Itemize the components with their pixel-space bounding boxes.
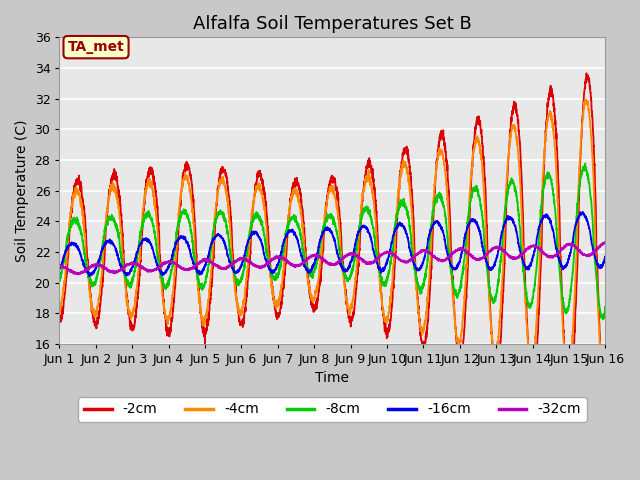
-32cm bbox=[74, 272, 82, 277]
-8cm bbox=[581, 161, 589, 167]
Line: -8cm: -8cm bbox=[60, 164, 605, 320]
-32cm bbox=[602, 240, 609, 246]
-4cm bbox=[265, 259, 273, 265]
-2cm bbox=[150, 177, 158, 183]
Line: -16cm: -16cm bbox=[60, 212, 605, 276]
-16cm bbox=[118, 265, 125, 271]
-2cm bbox=[591, 175, 598, 180]
-32cm bbox=[118, 266, 125, 272]
-2cm bbox=[56, 317, 63, 323]
-16cm bbox=[591, 254, 599, 260]
-2cm bbox=[118, 218, 125, 224]
-8cm bbox=[118, 258, 125, 264]
-16cm bbox=[85, 273, 93, 279]
-4cm bbox=[56, 311, 63, 316]
Line: -4cm: -4cm bbox=[60, 99, 605, 390]
-2cm bbox=[532, 364, 540, 370]
-16cm bbox=[289, 228, 296, 234]
-16cm bbox=[579, 209, 587, 215]
-8cm bbox=[150, 230, 158, 236]
-32cm bbox=[56, 264, 63, 270]
-4cm bbox=[602, 381, 609, 387]
-32cm bbox=[601, 240, 609, 245]
Line: -32cm: -32cm bbox=[60, 242, 605, 275]
Text: TA_met: TA_met bbox=[68, 40, 124, 54]
-4cm bbox=[532, 327, 540, 333]
-32cm bbox=[150, 266, 158, 272]
-4cm bbox=[289, 194, 296, 200]
-8cm bbox=[265, 262, 273, 268]
-16cm bbox=[602, 254, 609, 260]
-16cm bbox=[150, 252, 158, 258]
-4cm bbox=[591, 221, 598, 227]
Title: Alfalfa Soil Temperatures Set B: Alfalfa Soil Temperatures Set B bbox=[193, 15, 472, 33]
-2cm bbox=[289, 184, 296, 190]
-2cm bbox=[602, 408, 609, 414]
-4cm bbox=[118, 240, 125, 246]
-32cm bbox=[289, 262, 296, 267]
-8cm bbox=[599, 317, 607, 323]
-16cm bbox=[532, 241, 540, 247]
-8cm bbox=[56, 276, 63, 281]
-8cm bbox=[602, 307, 609, 312]
Y-axis label: Soil Temperature (C): Soil Temperature (C) bbox=[15, 120, 29, 262]
-8cm bbox=[591, 260, 598, 265]
-8cm bbox=[532, 270, 540, 276]
-4cm bbox=[150, 195, 158, 201]
-16cm bbox=[265, 264, 273, 270]
-2cm bbox=[265, 245, 273, 251]
-32cm bbox=[591, 249, 598, 255]
X-axis label: Time: Time bbox=[316, 372, 349, 385]
Legend: -2cm, -4cm, -8cm, -16cm, -32cm: -2cm, -4cm, -8cm, -16cm, -32cm bbox=[78, 397, 587, 422]
-2cm bbox=[582, 71, 590, 76]
-16cm bbox=[56, 266, 63, 272]
-8cm bbox=[289, 216, 296, 222]
-32cm bbox=[532, 244, 540, 250]
-4cm bbox=[582, 96, 589, 102]
Line: -2cm: -2cm bbox=[60, 73, 605, 411]
-4cm bbox=[600, 387, 608, 393]
-32cm bbox=[265, 260, 273, 265]
